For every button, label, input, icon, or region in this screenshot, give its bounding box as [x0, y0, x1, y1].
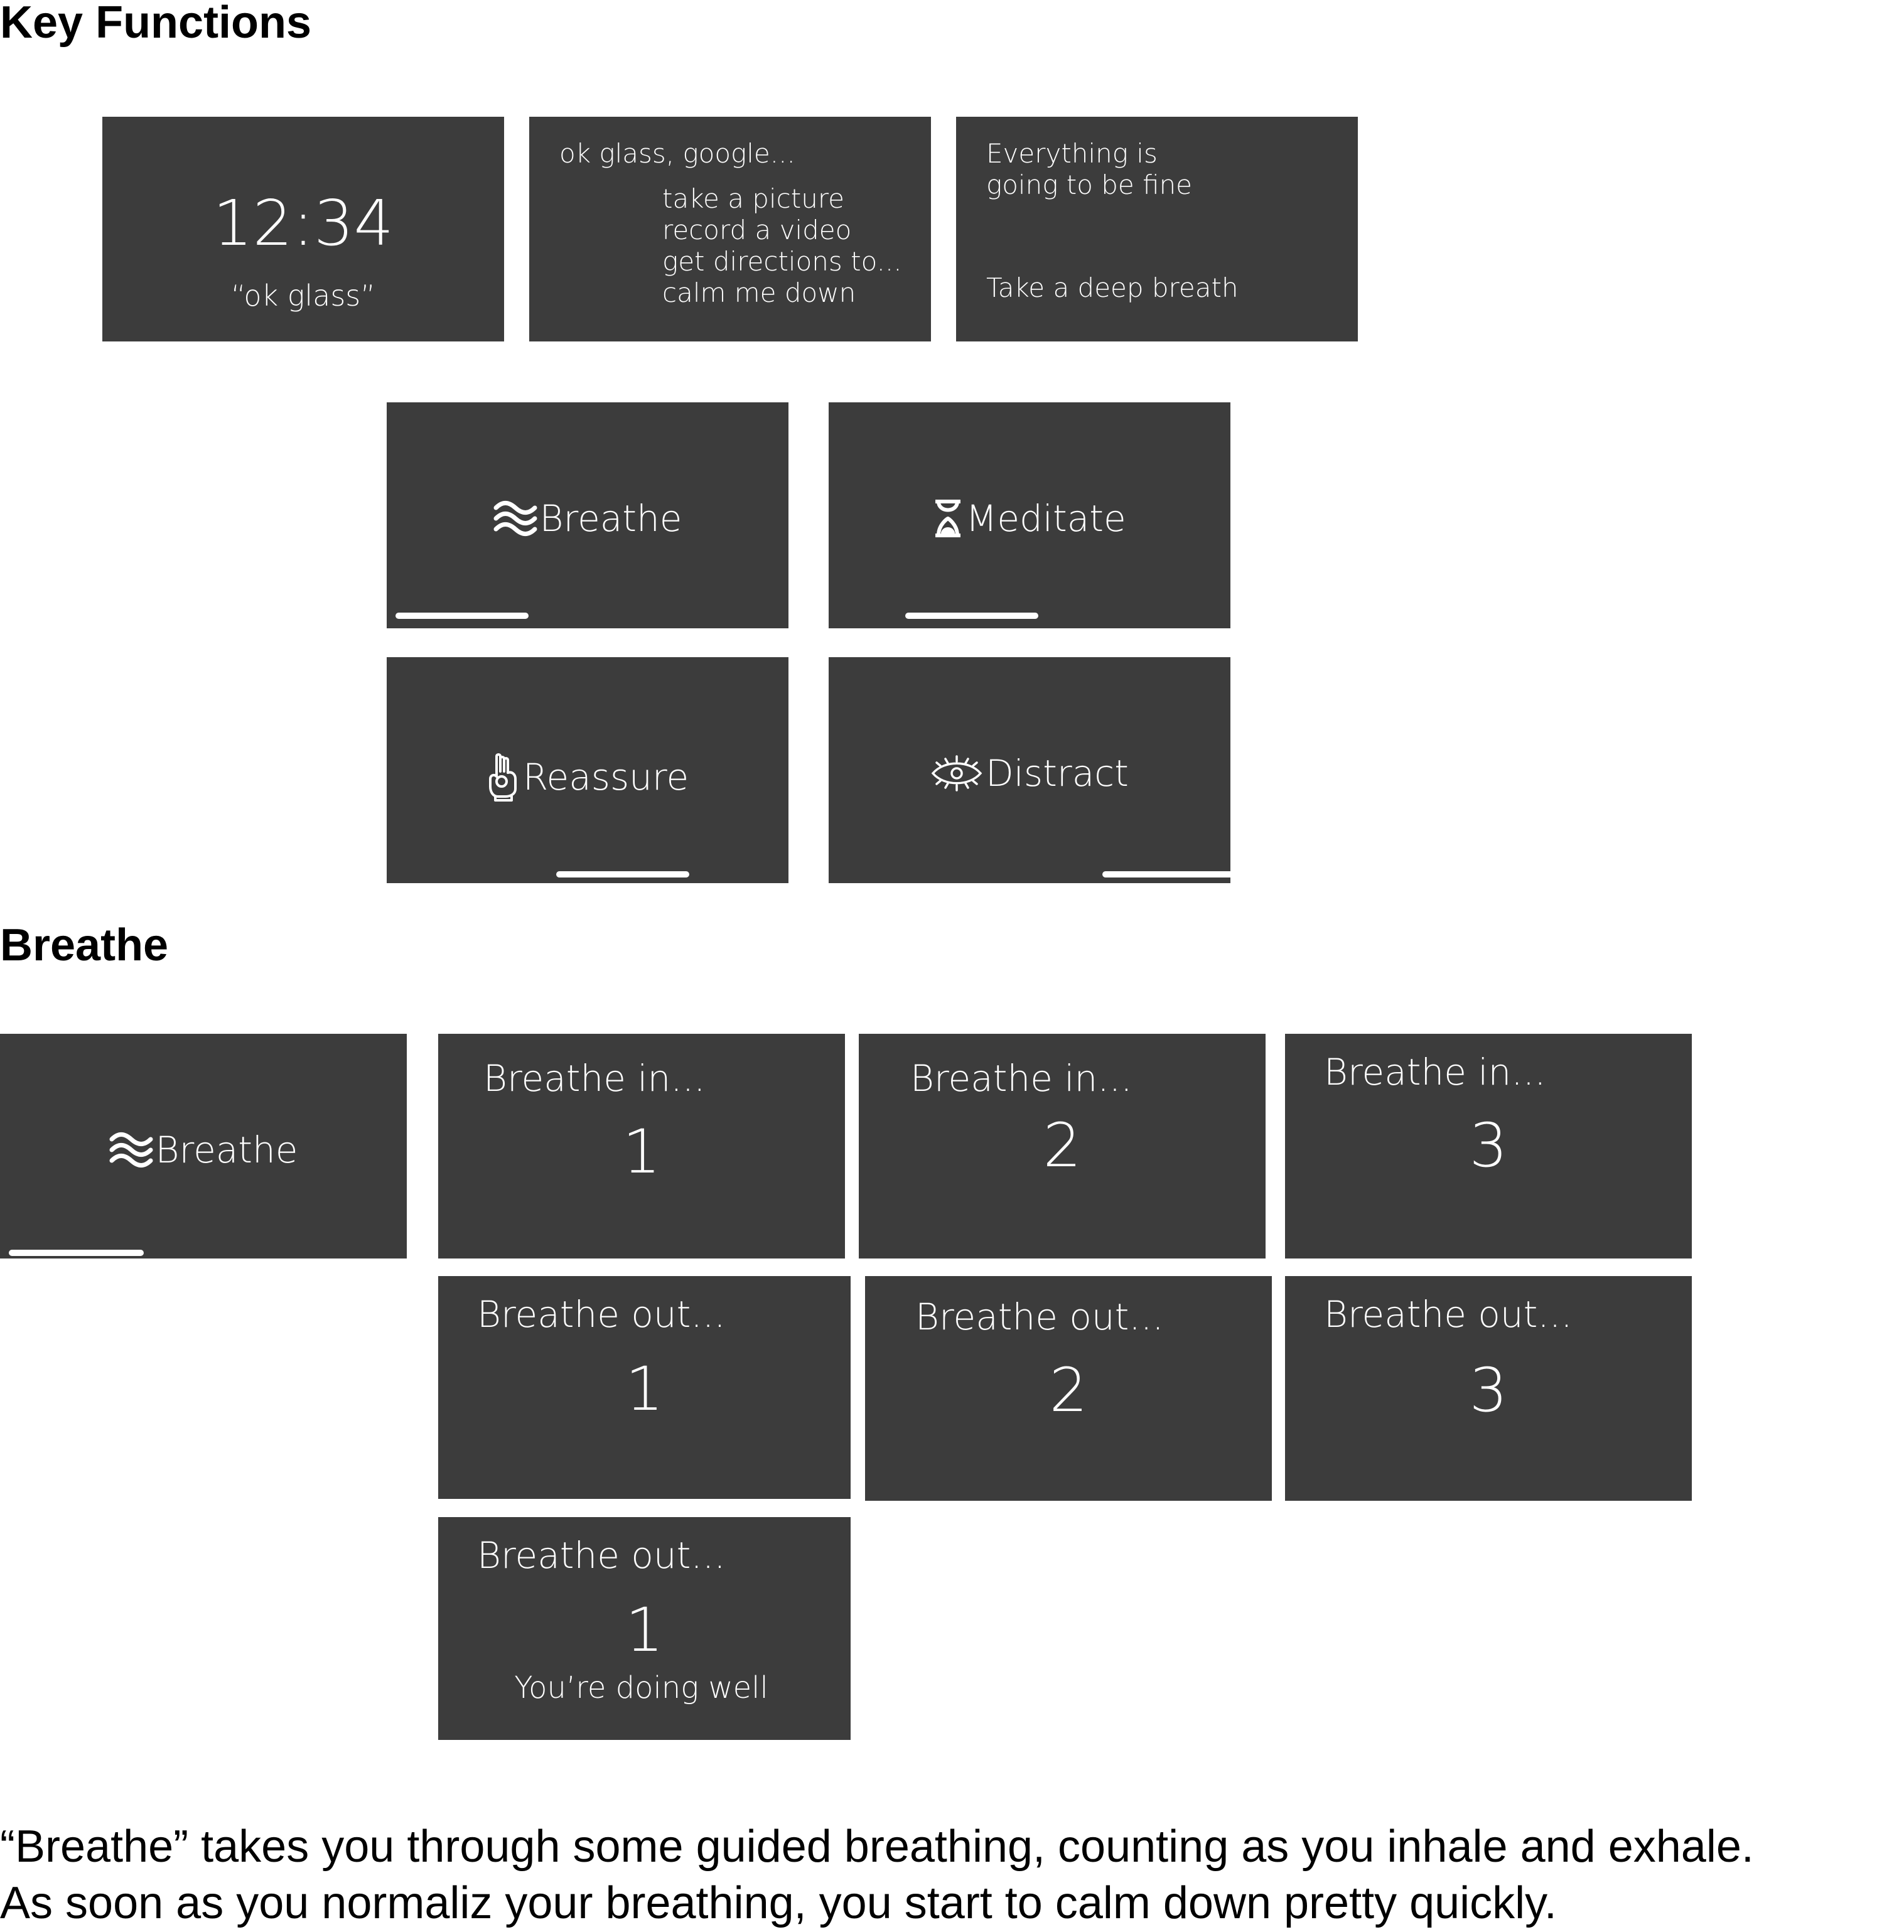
menu-label-breathe: Breathe: [539, 497, 682, 540]
home-card[interactable]: 12:34 “ok glass”: [102, 117, 504, 341]
breathe-start-card[interactable]: Breathe: [0, 1034, 407, 1258]
key-functions-heading: Key Functions: [0, 0, 312, 48]
breathe-step-count: 2: [1049, 1355, 1088, 1425]
breathe-step-title: Breathe out...: [477, 1534, 726, 1577]
menu-label-reassure: Reassure: [522, 756, 689, 798]
hourglass-icon: [935, 500, 961, 537]
breathe-step-title: Breathe in...: [483, 1057, 706, 1100]
ok-hand-icon: [488, 753, 517, 802]
menu-card-distract[interactable]: Distract: [829, 657, 1230, 883]
breathe-start-label: Breathe: [155, 1129, 298, 1171]
voice-commands-header: ok glass, google...: [559, 138, 795, 169]
menu-label-meditate: Meditate: [965, 497, 1126, 540]
breathe-step-count: 3: [1469, 1355, 1508, 1425]
breathe-in-card-1[interactable]: Breathe in... 1: [438, 1034, 845, 1258]
breathe-out-card-3[interactable]: Breathe out... 3: [1285, 1276, 1692, 1501]
reassure-line-3: Take a deep breath: [986, 272, 1239, 303]
breathe-out-card-2[interactable]: Breathe out... 2: [865, 1276, 1272, 1501]
breathe-out-card-encouragement[interactable]: Breathe out... 1 You’re doing well: [438, 1517, 851, 1740]
breathe-step-title: Breathe in...: [910, 1057, 1132, 1100]
breathe-in-card-2[interactable]: Breathe in... 2: [859, 1034, 1266, 1258]
breathe-step-title: Breathe in...: [1324, 1051, 1546, 1093]
scroll-indicator: [1102, 871, 1230, 877]
breathe-heading: Breathe: [0, 920, 169, 970]
breathe-step-count: 1: [625, 1595, 664, 1665]
scroll-indicator: [905, 613, 1038, 619]
reassurance-card[interactable]: Everything is going to be fine Take a de…: [956, 117, 1358, 341]
ok-glass-prompt: “ok glass”: [230, 279, 376, 313]
caption-line-2: As soon as you normaliz your breathing, …: [0, 1878, 1557, 1928]
breathe-step-count: 1: [622, 1117, 661, 1187]
encouragement-note: You’re doing well: [514, 1670, 768, 1705]
breathe-out-card-1[interactable]: Breathe out... 1: [438, 1276, 851, 1499]
breathe-step-title: Breathe out...: [1324, 1293, 1573, 1336]
eye-icon: [931, 755, 982, 792]
command-take-picture: take a picture: [662, 183, 845, 214]
breathe-step-title: Breathe out...: [915, 1296, 1164, 1338]
reassure-line-2: going to be fine: [986, 169, 1193, 200]
breathe-step-count: 1: [625, 1354, 664, 1424]
menu-card-meditate[interactable]: Meditate: [829, 402, 1230, 628]
reassure-line-1: Everything is: [986, 138, 1158, 169]
voice-commands-card[interactable]: ok glass, google... take a picture recor…: [529, 117, 931, 341]
scroll-indicator: [395, 613, 529, 619]
breathe-step-count: 2: [1043, 1110, 1082, 1181]
breathe-step-count: 3: [1469, 1110, 1508, 1181]
waves-icon: [493, 501, 537, 536]
command-calm-me-down: calm me down: [662, 277, 856, 308]
menu-card-breathe[interactable]: Breathe: [387, 402, 788, 628]
menu-card-reassure[interactable]: Reassure: [387, 657, 788, 883]
breathe-in-card-3[interactable]: Breathe in... 3: [1285, 1034, 1692, 1258]
waves-icon: [109, 1132, 153, 1167]
command-get-directions: get directions to...: [662, 246, 902, 277]
caption-line-1: “Breathe” takes you through some guided …: [0, 1822, 1754, 1872]
menu-label-distract: Distract: [986, 752, 1129, 795]
command-record-video: record a video: [662, 215, 852, 245]
scroll-indicator: [556, 871, 689, 877]
clock-time: 12:34: [212, 186, 394, 260]
breathe-step-title: Breathe out...: [477, 1293, 726, 1336]
scroll-indicator: [9, 1250, 144, 1256]
